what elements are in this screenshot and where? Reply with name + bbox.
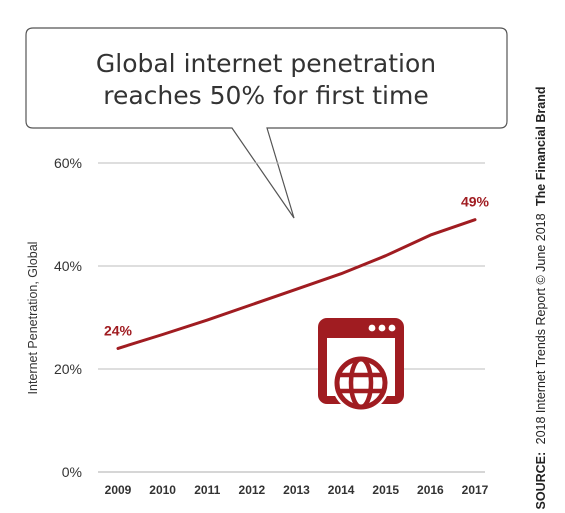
source-note: SOURCE: 2018 Internet Trends Report © Ju… — [534, 87, 548, 510]
x-tick-label: 2014 — [328, 483, 355, 497]
series-line — [116, 218, 477, 350]
y-axis-label: Internet Penetration, Global — [26, 242, 40, 395]
y-tick-label: 0% — [62, 464, 82, 480]
x-tick-label: 2010 — [149, 483, 176, 497]
callout-line1: Global internet penetration — [96, 49, 436, 78]
data-label-first: 24% — [104, 322, 133, 338]
data-label-last: 49% — [461, 194, 490, 210]
x-tick-labels: 2009 2010 2011 2012 2013 2014 2015 2016 2017 — [105, 483, 489, 497]
callout-bubble — [25, 27, 508, 219]
y-tick-label: 40% — [54, 258, 82, 274]
callout-line2: reaches 50% for first time — [103, 81, 429, 110]
x-tick-label: 2016 — [417, 483, 444, 497]
x-tick-label: 2015 — [372, 483, 399, 497]
x-tick-label: 2012 — [239, 483, 266, 497]
y-tick-labels: 0% 20% 40% 60% — [54, 155, 82, 480]
y-tick-label: 20% — [54, 361, 82, 377]
brand-name: The Financial Brand — [534, 87, 548, 206]
x-tick-label: 2009 — [105, 483, 132, 497]
x-tick-label: 2011 — [194, 483, 220, 497]
x-tick-label: 2013 — [283, 483, 310, 497]
source-label: SOURCE: — [534, 452, 548, 510]
x-tick-label: 2017 — [462, 483, 489, 497]
y-tick-label: 60% — [54, 155, 82, 171]
browser-globe-icon — [318, 318, 404, 412]
grid — [98, 162, 485, 473]
source-text: 2018 Internet Trends Report © June 2018 — [534, 213, 548, 444]
